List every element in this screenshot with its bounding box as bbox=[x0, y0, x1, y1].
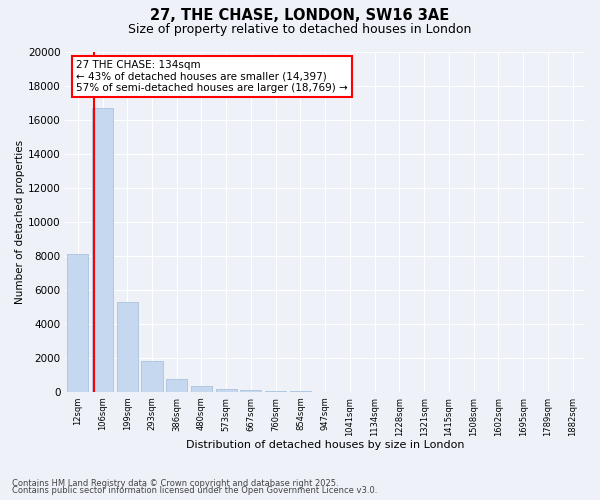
Bar bbox=[142, 361, 163, 392]
Bar bbox=[191, 386, 212, 392]
X-axis label: Distribution of detached houses by size in London: Distribution of detached houses by size … bbox=[186, 440, 464, 450]
Text: 27 THE CHASE: 134sqm
← 43% of detached houses are smaller (14,397)
57% of semi-d: 27 THE CHASE: 134sqm ← 43% of detached h… bbox=[76, 60, 347, 93]
Bar bbox=[67, 254, 88, 392]
Bar bbox=[117, 302, 138, 392]
Text: Contains HM Land Registry data © Crown copyright and database right 2025.: Contains HM Land Registry data © Crown c… bbox=[12, 478, 338, 488]
Text: 27, THE CHASE, LONDON, SW16 3AE: 27, THE CHASE, LONDON, SW16 3AE bbox=[151, 8, 449, 22]
Y-axis label: Number of detached properties: Number of detached properties bbox=[15, 140, 25, 304]
Text: Size of property relative to detached houses in London: Size of property relative to detached ho… bbox=[128, 22, 472, 36]
Bar bbox=[265, 391, 286, 392]
Bar bbox=[92, 108, 113, 392]
Bar bbox=[166, 380, 187, 392]
Bar bbox=[216, 389, 237, 392]
Text: Contains public sector information licensed under the Open Government Licence v3: Contains public sector information licen… bbox=[12, 486, 377, 495]
Bar bbox=[241, 390, 262, 392]
